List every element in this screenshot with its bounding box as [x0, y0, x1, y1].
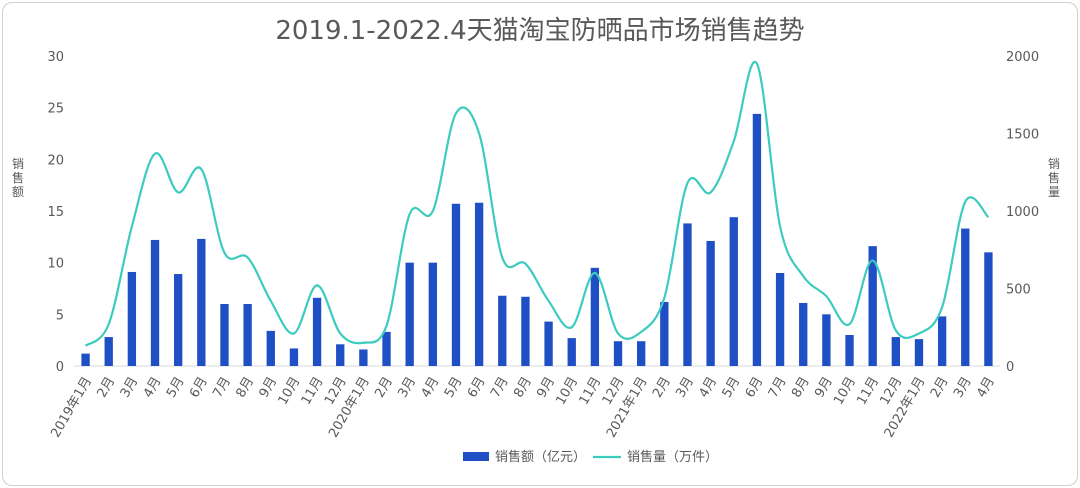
x-tick-label: 7月 [488, 375, 512, 401]
x-tick-label: 2月 [95, 375, 119, 401]
x-tick-label: 2月 [928, 375, 952, 401]
y-tick-label: 10 [47, 257, 64, 272]
bar-sales-amount [567, 338, 576, 366]
legend-bar-swatch [463, 452, 489, 461]
x-tick-label: 10月 [553, 375, 581, 408]
bar-sales-amount [613, 341, 623, 366]
y-tick-label: 5 [56, 308, 64, 323]
bar-sales-amount [81, 353, 90, 366]
series-line-sales-volume [84, 60, 990, 347]
bar-sales-amount [266, 330, 275, 366]
y2-tick-label: 0 [1006, 360, 1014, 375]
bar-sales-amount [336, 344, 345, 366]
x-tick-label: 11月 [854, 375, 882, 408]
bar-sales-amount [729, 217, 738, 366]
x-tick-label: 4月 [974, 375, 998, 401]
x-tick-label: 5月 [164, 375, 188, 401]
x-tick-label: 6月 [187, 375, 211, 401]
y2-tick-label: 500 [1006, 283, 1031, 298]
bar-sales-amount [822, 314, 831, 366]
y-tick-label: 15 [47, 205, 64, 220]
bar-sales-amount [521, 296, 530, 366]
x-tick-label: 3月 [673, 375, 697, 401]
x-tick-label: 4月 [696, 375, 720, 401]
x-tick-label: 6月 [743, 375, 767, 401]
x-tick-label: 10月 [276, 375, 304, 408]
bar-sales-amount [405, 262, 414, 366]
bar-sales-amount [660, 301, 669, 366]
bar-sales-amount [243, 304, 252, 366]
bar-sales-amount [752, 113, 762, 366]
bar-sales-amount [382, 331, 391, 366]
x-tick-label: 2019年1月 [48, 375, 95, 441]
chart-title: 2019.1-2022.4天猫淘宝防晒品市场销售趋势 [275, 16, 805, 46]
x-tick-label: 7月 [766, 375, 790, 401]
x-tick-label: 3月 [951, 375, 975, 401]
bar-sales-amount [104, 337, 113, 366]
y-tick-label: 20 [47, 153, 64, 168]
bar-sales-amount [150, 239, 160, 366]
legend-label-sales-amount: 销售额（亿元） [495, 449, 586, 465]
x-tick-label: 8月 [233, 375, 257, 401]
x-tick-label: 3月 [396, 375, 420, 401]
x-tick-label: 5月 [442, 375, 466, 401]
bar-sales-amount [775, 273, 785, 366]
bar-sales-amount [683, 223, 692, 366]
x-tick-label: 6月 [465, 375, 489, 401]
bar-sales-amount [428, 262, 437, 366]
x-tick-label: 5月 [720, 375, 744, 401]
bar-sales-amount [891, 337, 900, 366]
bar-sales-amount [590, 267, 600, 366]
bar-sales-amount [498, 295, 507, 366]
x-tick-label: 8月 [789, 375, 813, 401]
x-tick-label: 2月 [372, 375, 396, 401]
bar-sales-amount [289, 348, 299, 366]
bar-sales-amount [937, 316, 947, 366]
x-tick-label: 11月 [577, 375, 605, 408]
y2-axis-title: 销售量 [1048, 157, 1060, 199]
bar-sales-amount [544, 321, 553, 366]
y-axis-title: 销售额 [12, 157, 24, 199]
x-tick-label: 8月 [511, 375, 535, 401]
x-tick-label: 3月 [118, 375, 142, 401]
bar-sales-amount [197, 238, 206, 366]
bar-sales-amount [961, 228, 970, 366]
y-tick-label: 25 [47, 102, 64, 117]
bar-sales-amount [451, 203, 461, 366]
bar-sales-amount [914, 339, 924, 366]
bar-sales-amount [706, 240, 715, 366]
bar-sales-amount [220, 304, 229, 366]
y2-tick-label: 1000 [1006, 205, 1039, 220]
y-tick-label: 0 [56, 360, 64, 375]
bar-sales-amount [868, 246, 877, 366]
bar-sales-amount [127, 271, 137, 366]
y-tick-label: 30 [47, 50, 64, 65]
x-tick-label: 11月 [299, 375, 327, 408]
y2-tick-label: 2000 [1006, 50, 1039, 65]
x-tick-label: 10月 [831, 375, 859, 408]
y2-tick-label: 1500 [1006, 128, 1039, 143]
legend-label-sales-volume: 销售量（万件） [627, 449, 718, 465]
bar-sales-amount [312, 297, 322, 366]
bar-sales-amount [799, 302, 808, 366]
x-tick-label: 4月 [419, 375, 443, 401]
bar-sales-amount [845, 335, 854, 366]
bar-sales-amount [637, 341, 646, 366]
bar-sales-amount [474, 202, 484, 366]
x-tick-label: 7月 [210, 375, 234, 401]
bar-sales-amount [984, 252, 993, 366]
x-tick-label: 4月 [141, 375, 165, 401]
bar-sales-amount [359, 349, 368, 366]
x-tick-label: 2月 [650, 375, 674, 401]
bar-sales-amount [174, 274, 183, 366]
